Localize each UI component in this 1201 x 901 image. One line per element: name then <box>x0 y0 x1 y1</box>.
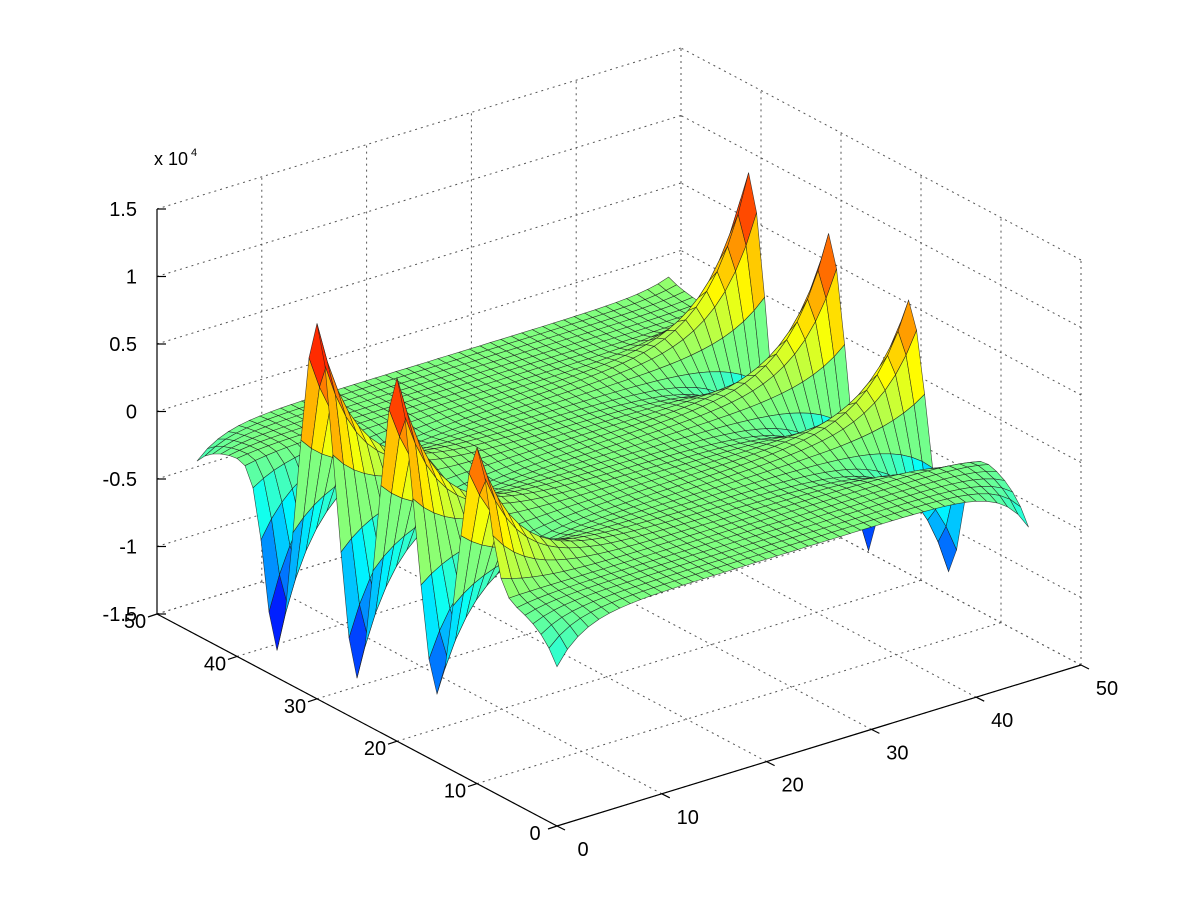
x-tick <box>556 825 566 831</box>
x-axis-line <box>556 664 1082 827</box>
z-tick-label: 0 <box>126 402 137 424</box>
x-tick <box>871 728 880 734</box>
z-tick-label: -1 <box>119 537 137 559</box>
x-tick <box>1080 664 1090 670</box>
z-tick-label: -1.5 <box>103 604 137 626</box>
x-tick <box>661 793 671 799</box>
z-tick-label: -0.5 <box>103 469 137 491</box>
x-tick-label: 30 <box>886 742 908 764</box>
back-wall-gridline-z <box>156 250 682 412</box>
x-tick <box>975 696 985 702</box>
y-tick-label: 20 <box>364 738 386 760</box>
y-tick <box>467 783 478 788</box>
y-tick-label: 30 <box>284 696 306 718</box>
y-tick-label: 40 <box>204 653 226 675</box>
back-wall-gridline-z <box>156 115 682 277</box>
axes-frame <box>147 208 1090 831</box>
floor-gridline-y <box>316 537 842 700</box>
floor-gridline-y <box>396 579 922 742</box>
x-tick-label: 40 <box>991 710 1013 732</box>
y-tick-label: 50 <box>124 611 146 633</box>
x-tick-label: 20 <box>781 775 803 797</box>
back-wall-gridline-z <box>156 182 682 345</box>
x-tick-label: 10 <box>677 807 699 829</box>
surface <box>196 172 1029 696</box>
x-tick <box>766 761 775 767</box>
y-tick <box>227 655 238 660</box>
y-tick-label: 10 <box>444 781 466 803</box>
z-tick-label: 0.5 <box>109 334 137 356</box>
x-tick-label: 0 <box>577 839 588 861</box>
z-tick-label: 1 <box>126 267 137 289</box>
y-tick <box>147 613 158 618</box>
y-axis-line <box>156 613 558 827</box>
x-tick-label: 50 <box>1096 678 1118 700</box>
back-wall-gridline-z <box>156 47 682 210</box>
y-tick <box>387 740 398 745</box>
z-tick-label: 1.5 <box>109 199 137 221</box>
z-exponent-label: x 10 4 <box>154 147 197 169</box>
y-tick <box>307 698 318 703</box>
floor-gridline-y <box>476 622 1002 785</box>
y-tick <box>547 825 558 830</box>
surface-face <box>1009 499 1029 528</box>
y-tick-label: 0 <box>529 823 540 845</box>
